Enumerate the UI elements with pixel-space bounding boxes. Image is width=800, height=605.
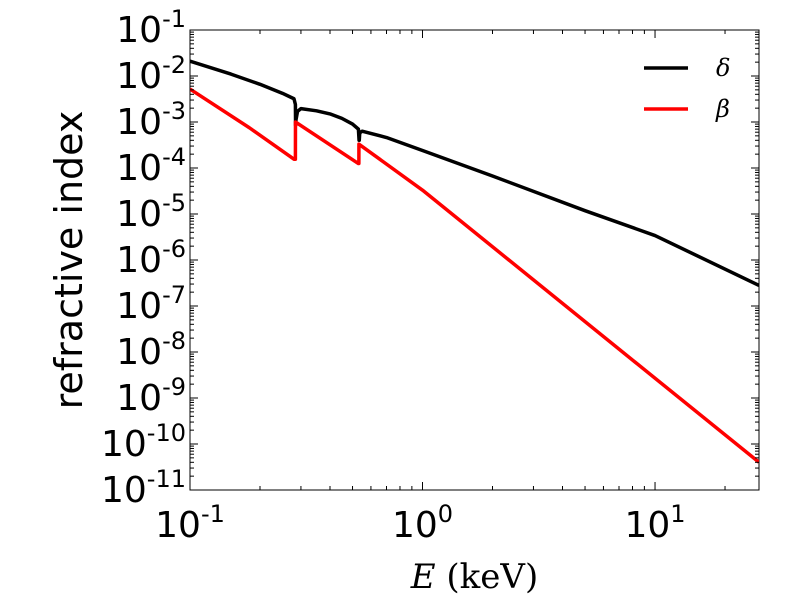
series-line-beta	[190, 87, 759, 464]
y-tick-label: 10-3	[116, 97, 186, 143]
axes-frame	[189, 29, 760, 491]
y-tick-label: 10-1	[116, 5, 186, 51]
series-layer	[190, 59, 759, 464]
plot-area	[189, 29, 760, 491]
y-tick-label: 10-9	[116, 373, 186, 419]
legend-label-delta: δ	[716, 54, 730, 82]
y-tick-label: 10-7	[116, 281, 186, 327]
x-axis-label: E (keV)	[410, 557, 538, 597]
y-tick-label: 10-8	[116, 327, 186, 373]
x-tick-label: 101	[624, 500, 685, 546]
y-tick-label: 10-6	[116, 235, 186, 281]
legend-label-beta: β	[715, 95, 730, 123]
y-tick-label: 10-10	[101, 419, 186, 465]
y-axis-label: refractive index	[47, 111, 91, 410]
x-tick-label: 10-1	[155, 500, 225, 546]
legend: δβ	[644, 54, 730, 123]
x-tick-label: 100	[392, 500, 453, 546]
tick-layer: 10-1 100 101 10-1110-1010-910-810-710-610-5…	[101, 5, 759, 546]
series-line-delta	[190, 59, 759, 288]
axis-labels: E (keV) refractive index	[47, 111, 538, 597]
y-tick-label: 10-11	[101, 465, 186, 511]
y-tick-label: 10-4	[116, 143, 186, 189]
y-tick-label: 10-5	[116, 189, 186, 235]
y-tick-label: 10-2	[116, 51, 186, 97]
